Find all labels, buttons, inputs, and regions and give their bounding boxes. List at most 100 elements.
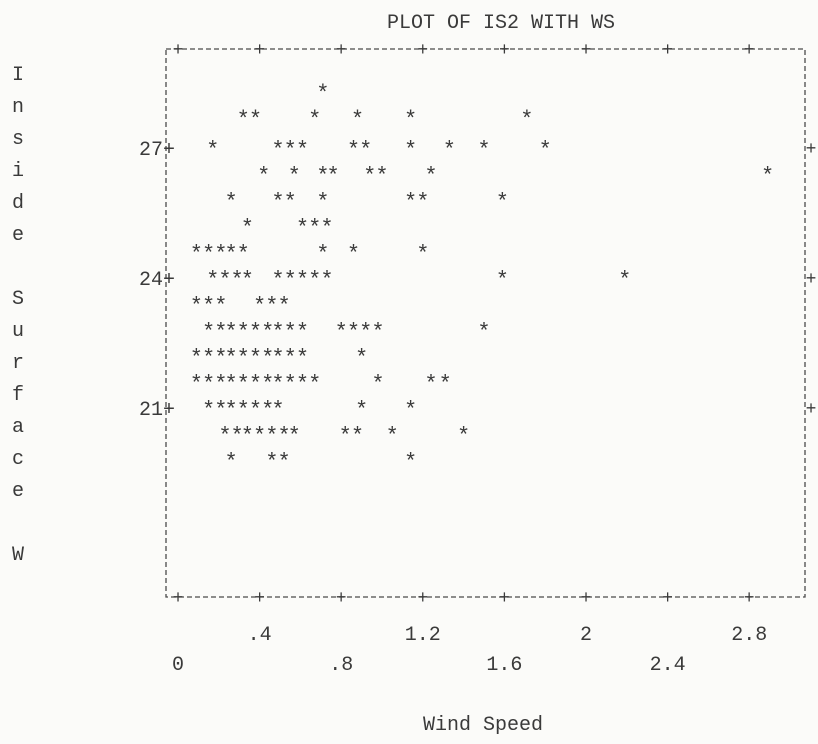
data-point: * — [224, 190, 237, 215]
data-point: * — [618, 268, 631, 293]
data-point: * — [284, 346, 297, 371]
data-point: * — [253, 294, 266, 319]
y-axis-label-letter: u — [12, 320, 24, 343]
data-point: * — [386, 424, 399, 449]
data-point: * — [265, 450, 278, 475]
data-point: * — [218, 268, 231, 293]
data-point: * — [253, 424, 266, 449]
data-point: * — [296, 216, 309, 241]
y-axis-label-letter: e — [12, 480, 24, 503]
data-point: * — [224, 372, 237, 397]
y-tick-mark-right: + — [806, 270, 817, 290]
data-point: * — [271, 138, 284, 163]
data-point: * — [296, 268, 309, 293]
data-point: * — [308, 108, 321, 133]
x-tick-label: 1.6 — [486, 654, 522, 677]
plot-frame — [165, 48, 806, 598]
data-point: * — [249, 108, 262, 133]
data-point: * — [277, 294, 290, 319]
data-point: * — [439, 372, 452, 397]
data-point: * — [477, 320, 490, 345]
data-point: * — [416, 190, 429, 215]
x-tick-label: .8 — [329, 654, 353, 677]
data-point: * — [231, 268, 244, 293]
data-point: * — [224, 320, 237, 345]
data-point: * — [237, 242, 250, 267]
data-point: * — [249, 398, 262, 423]
data-point: * — [284, 138, 297, 163]
data-point: * — [214, 372, 227, 397]
data-point: * — [284, 372, 297, 397]
x-tick-mark-bottom: + — [417, 589, 428, 609]
x-tick-mark-bottom: + — [581, 589, 592, 609]
data-point: * — [265, 294, 278, 319]
x-tick-mark-bottom: + — [499, 589, 510, 609]
data-point: * — [271, 320, 284, 345]
data-point: * — [363, 164, 376, 189]
data-point: * — [359, 320, 372, 345]
data-point: * — [241, 216, 254, 241]
data-point: * — [237, 320, 250, 345]
data-point: * — [277, 450, 290, 475]
data-point: * — [416, 242, 429, 267]
data-point: * — [261, 320, 274, 345]
data-point: * — [249, 372, 262, 397]
y-tick-label: 27+ — [139, 139, 175, 162]
data-point: * — [224, 398, 237, 423]
data-point: * — [237, 398, 250, 423]
data-point: * — [241, 268, 254, 293]
x-tick-mark-top: + — [662, 41, 673, 61]
data-point: * — [265, 424, 278, 449]
data-point: * — [257, 164, 270, 189]
data-point: * — [261, 372, 274, 397]
y-axis-label-letter: a — [12, 416, 24, 439]
data-point: * — [202, 346, 215, 371]
x-tick-mark-top: + — [581, 41, 592, 61]
data-point: * — [496, 190, 509, 215]
data-point: * — [224, 346, 237, 371]
data-point: * — [355, 346, 368, 371]
data-point: * — [202, 372, 215, 397]
x-tick-mark-top: + — [744, 41, 755, 61]
data-point: * — [347, 242, 360, 267]
x-axis-label: Wind Speed — [423, 714, 543, 737]
data-point: * — [404, 398, 417, 423]
data-point: * — [296, 138, 309, 163]
x-tick-mark-top: + — [417, 41, 428, 61]
y-axis-label-letter: r — [12, 352, 24, 375]
y-tick-label: 24+ — [139, 269, 175, 292]
x-tick-mark-bottom: + — [254, 589, 265, 609]
data-point: * — [404, 190, 417, 215]
x-tick-mark-top: + — [254, 41, 265, 61]
data-point: * — [271, 346, 284, 371]
data-point: * — [190, 372, 203, 397]
data-point: * — [539, 138, 552, 163]
y-axis-label-letter: I — [12, 64, 24, 87]
data-point: * — [190, 346, 203, 371]
data-point: * — [284, 320, 297, 345]
data-point: * — [237, 372, 250, 397]
data-point: * — [249, 346, 262, 371]
data-point: * — [241, 424, 254, 449]
data-point: * — [237, 346, 250, 371]
data-point: * — [355, 398, 368, 423]
data-point: * — [316, 82, 329, 107]
x-axis-ticks-lower: 0 .8 1.6 2.4 — [172, 654, 686, 677]
data-point: * — [202, 294, 215, 319]
data-point: * — [496, 268, 509, 293]
data-point: * — [214, 346, 227, 371]
y-axis-label-letter: n — [12, 96, 24, 119]
data-point: * — [224, 450, 237, 475]
data-point: * — [520, 108, 533, 133]
y-axis-label-letter: W — [12, 544, 24, 567]
data-point: * — [190, 242, 203, 267]
data-point: * — [424, 164, 437, 189]
data-point: * — [271, 268, 284, 293]
data-point: * — [443, 138, 456, 163]
frame-tick-marks: + + + + + + + + + + + + + + + + + + + — [173, 41, 817, 609]
data-point: * — [214, 398, 227, 423]
x-tick-mark-bottom: + — [662, 589, 673, 609]
data-point: * — [351, 108, 364, 133]
